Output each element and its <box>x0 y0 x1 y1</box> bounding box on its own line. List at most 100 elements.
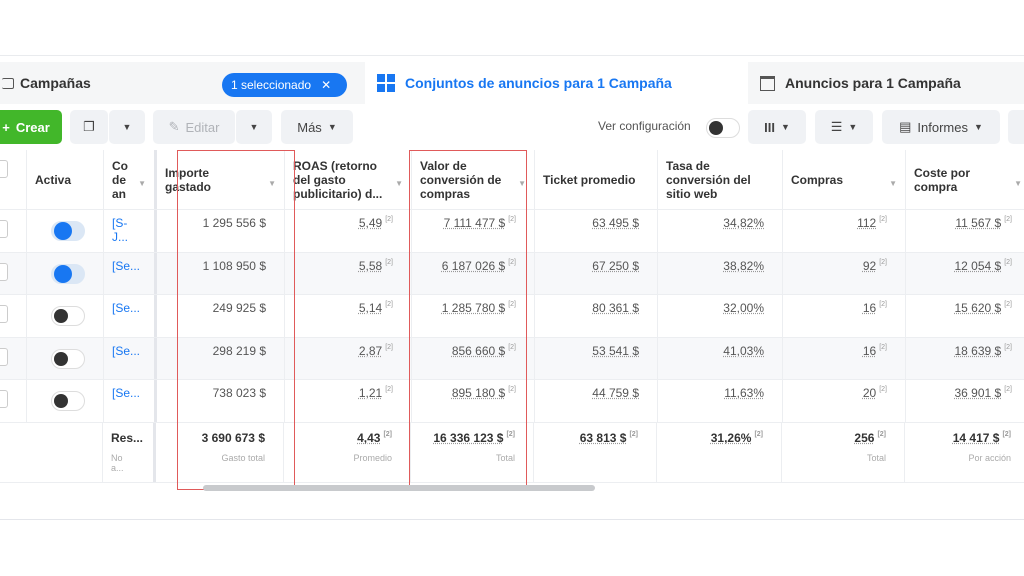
duplicate-dropdown[interactable]: ▼ <box>109 110 145 144</box>
text: [2] <box>385 216 393 223</box>
text: [2] <box>508 301 516 308</box>
table-header: Activa Co de an ▼ Importe gastado ▼ ROAS (… <box>0 150 1024 210</box>
tab-adsets[interactable]: Conjuntos de anuncios para 1 Campaña <box>365 62 740 104</box>
col-activa[interactable]: Activa <box>27 150 104 209</box>
text: 7 111 477 $ <box>443 216 506 230</box>
tab-ads[interactable]: Anuncios para 1 Campaña <box>748 62 1024 104</box>
adset-name-link[interactable]: [Se... <box>104 252 157 294</box>
text: 4,43 <box>357 430 381 445</box>
table-row[interactable]: [Se... 1 108 950 $5,58 [2] 6 187 026 $ [2] 67… <box>0 252 1024 295</box>
horizontal-scrollbar[interactable] <box>203 485 595 491</box>
export-button[interactable] <box>1008 110 1024 144</box>
active-toggle[interactable] <box>51 391 85 411</box>
text: Co de an <box>112 158 128 201</box>
cell-spend: 1 108 950 $ <box>157 252 285 294</box>
text: 895 180 $ <box>451 386 506 400</box>
divider <box>0 55 1024 56</box>
active-toggle[interactable] <box>51 221 85 241</box>
reports-label: Informes <box>917 119 968 135</box>
table-row[interactable]: [Se... 249 925 $5,14 [2] 1 285 780 $ [2] 80 3… <box>0 295 1024 338</box>
text: [2] <box>879 216 887 223</box>
row-checkbox[interactable] <box>0 347 8 366</box>
col-cpp[interactable]: Coste por compra ▼ <box>906 150 1024 209</box>
duplicate-button[interactable]: ❐ <box>70 110 108 144</box>
cell-rate: 32,00% <box>658 295 783 337</box>
text: [2] <box>879 386 887 393</box>
cell-spend: 249 925 $ <box>157 295 285 337</box>
cell-spend: 1 295 556 $ <box>157 210 285 252</box>
text: 16 336 123 $ <box>433 430 504 445</box>
text: [2] <box>508 386 516 393</box>
row-checkbox[interactable] <box>0 220 8 238</box>
adset-name-link[interactable]: [S-J... <box>104 210 157 252</box>
text: [2] <box>506 430 515 438</box>
active-toggle[interactable] <box>51 348 85 369</box>
active-toggle[interactable] <box>51 306 85 326</box>
text: Promedio <box>353 452 392 463</box>
cell-value: 6 187 026 $ [2] <box>412 252 535 294</box>
col-value[interactable]: Valor de conversión de compras ▼ <box>412 150 535 209</box>
summary-ticket: 63 813 $ [2] <box>534 422 657 482</box>
summary-cpp: 14 417 $ [2] Por acción <box>905 423 1024 482</box>
cell-purchases: 16 [2] <box>783 337 906 379</box>
cell-rate: 34,82% <box>658 210 783 252</box>
adset-name-link[interactable]: [Se... <box>104 295 157 337</box>
tab-label: Conjuntos de anuncios para 1 Campaña <box>405 75 672 91</box>
text: 298 219 $ <box>212 343 266 358</box>
summary-purchases: 256 [2] Total <box>782 422 905 482</box>
cell-cpp: 11 567 $ [2] <box>906 210 1024 252</box>
cell-rate: 11,63% <box>658 380 783 422</box>
text: 44 759 $ <box>592 386 639 400</box>
select-all-checkbox[interactable] <box>0 160 8 178</box>
col-roas[interactable]: ROAS (retorno del gasto publicitario) d.… <box>285 150 412 209</box>
breakdown-button[interactable]: ☰ ▼ <box>815 110 873 144</box>
cell-roas: 1,21 [2] <box>285 380 412 422</box>
cell-purchases: 112 [2] <box>783 210 906 252</box>
text: [2] <box>1004 343 1012 351</box>
text: [2] <box>877 430 886 438</box>
close-icon[interactable]: ✕ <box>321 78 332 92</box>
edit-button[interactable]: ✎ Editar <box>153 110 235 144</box>
columns-button[interactable]: III ▼ <box>748 110 806 144</box>
highlight-box-value <box>409 150 527 490</box>
table-row[interactable]: [S-J... 1 295 556 $5,49 [2] 7 111 477 $ [2] 6… <box>0 210 1024 253</box>
row-checkbox[interactable] <box>0 305 8 323</box>
selected-pill[interactable]: 1 seleccionado ✕ <box>222 73 347 97</box>
col-rate[interactable]: Tasa de conversión del sitio web <box>658 150 783 209</box>
create-button[interactable]: + Crear <box>0 110 62 144</box>
tab-campaigns[interactable]: Campañas 1 seleccionado ✕ <box>0 62 365 104</box>
text: 41,03% <box>723 343 764 358</box>
active-toggle[interactable] <box>51 263 85 284</box>
cell-roas: 5,49 [2] <box>285 210 412 252</box>
divider <box>0 519 1024 520</box>
tab-label: Campañas <box>20 75 91 91</box>
view-settings-toggle[interactable] <box>706 118 740 138</box>
more-button[interactable]: Más ▼ <box>281 110 353 144</box>
cell-value: 7 111 477 $ [2] <box>412 210 535 252</box>
text: [2] <box>879 258 887 266</box>
text: 738 023 $ <box>212 386 266 400</box>
text: 249 925 $ <box>212 301 266 315</box>
col-name[interactable]: Co de an ▼ <box>104 150 157 209</box>
cell-cpp: 12 054 $ [2] <box>906 253 1024 295</box>
text: [2] <box>1004 386 1012 393</box>
reports-button[interactable]: ▤ Informes ▼ <box>882 110 1000 144</box>
table-row[interactable]: [Se... 298 219 $2,87 [2] 856 660 $ [2] 53 541… <box>0 337 1024 380</box>
col-purchases[interactable]: Compras ▼ <box>783 150 906 209</box>
ad-icon <box>760 75 775 91</box>
cell-cpp: 18 639 $ [2] <box>906 338 1024 380</box>
edit-dropdown[interactable]: ▼ <box>236 110 272 144</box>
col-spend[interactable]: Importe gastado ▼ <box>157 150 285 209</box>
row-checkbox[interactable] <box>0 390 8 408</box>
cell-spend: 738 023 $ <box>157 380 285 422</box>
adset-name-link[interactable]: [Se... <box>104 337 157 379</box>
text: 16 <box>862 301 877 315</box>
row-checkbox[interactable] <box>0 262 8 281</box>
col-ticket[interactable]: Ticket promedio <box>535 150 658 209</box>
summary-rate: 31,26% [2] <box>657 422 782 482</box>
table-row[interactable]: [Se... 738 023 $1,21 [2] 895 180 $ [2] 44 759… <box>0 380 1024 423</box>
adset-name-link[interactable]: [Se... <box>104 380 157 422</box>
text: 20 <box>862 386 877 400</box>
view-settings-label: Ver configuración <box>598 119 691 133</box>
text: [2] <box>383 430 392 438</box>
